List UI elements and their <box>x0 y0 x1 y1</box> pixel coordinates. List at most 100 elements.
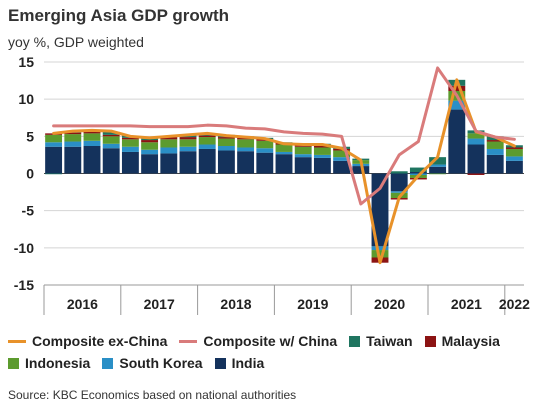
bar-malaysia <box>160 137 178 140</box>
x-year-label: 2016 <box>67 296 98 312</box>
legend-swatch-composite-ex-china <box>8 339 26 343</box>
bar-indonesia <box>160 139 178 148</box>
bar-indonesia <box>237 139 255 148</box>
x-year-label: 2019 <box>297 296 328 312</box>
bar-india <box>333 160 351 174</box>
chart-legend: Composite ex-China Composite w/ China Ta… <box>8 330 533 374</box>
bar-south-korea <box>371 246 389 251</box>
bar-indonesia <box>217 138 235 146</box>
line-composite-ex-china <box>52 78 516 265</box>
bar-malaysia <box>64 132 82 135</box>
legend-label-indonesia: Indonesia <box>25 355 91 371</box>
legend-swatch-south-korea <box>102 357 114 369</box>
legend-label-india: India <box>231 355 265 371</box>
bar-south-korea <box>486 148 504 155</box>
y-tick-label: -5 <box>22 203 35 219</box>
legend-item-composite-ex-china: Composite ex-China <box>8 333 167 349</box>
bar-south-korea <box>448 100 466 110</box>
bar-malaysia <box>448 85 466 91</box>
bar-india <box>313 157 331 174</box>
bar-india <box>83 145 101 174</box>
bar-india <box>429 166 447 174</box>
bar-indonesia <box>64 134 82 142</box>
x-year-label: 2021 <box>451 296 482 312</box>
bar-taiwan <box>429 157 447 165</box>
bar-india <box>505 160 523 174</box>
legend-swatch-indonesia <box>8 357 19 369</box>
bar-south-korea <box>313 154 331 158</box>
bar-indonesia <box>313 147 331 155</box>
bar-malaysia <box>121 137 139 140</box>
x-year-label: 2022 <box>499 296 530 312</box>
bar-malaysia <box>102 134 120 137</box>
bar-indonesia <box>256 140 274 149</box>
bar-indonesia <box>294 146 312 155</box>
bar-malaysia <box>313 145 331 148</box>
bar-india <box>390 173 408 192</box>
bar-south-korea <box>64 141 82 147</box>
legend-swatch-taiwan <box>349 335 361 347</box>
y-tick-label: 10 <box>18 91 34 107</box>
y-tick-label: 15 <box>18 54 34 70</box>
bar-south-korea <box>83 140 101 146</box>
bar-south-korea <box>198 144 216 149</box>
bar-india <box>294 157 312 174</box>
bar-india <box>352 166 370 174</box>
legend-swatch-composite-with-china <box>179 339 198 343</box>
legend-label-taiwan: Taiwan <box>366 333 413 349</box>
bar-taiwan <box>409 167 427 173</box>
bar-indonesia <box>467 133 485 139</box>
legend-label-malaysia: Malaysia <box>441 333 500 349</box>
x-year-label: 2020 <box>374 296 405 312</box>
chart-subtitle: yoy %, GDP weighted <box>8 34 144 50</box>
bar-taiwan <box>102 131 120 135</box>
legend-item-south-korea: South Korea <box>102 355 203 371</box>
legend-row-2: Indonesia South Korea India <box>8 352 533 374</box>
x-year-label: 2017 <box>144 296 175 312</box>
bar-malaysia <box>198 135 216 138</box>
bar-indonesia <box>333 150 351 158</box>
bar-india <box>237 151 255 174</box>
legend-label-composite-ex-china: Composite ex-China <box>32 333 168 349</box>
bar-south-korea <box>390 191 408 193</box>
bar-taiwan <box>390 171 408 174</box>
legend-swatch-malaysia <box>424 335 436 347</box>
bar-india <box>275 154 293 174</box>
gdp-growth-chart: -15 -10 -5 0 5 10 15 2016 2017 2018 2019 2020 2021 20… <box>14 54 530 315</box>
bar-indonesia <box>505 148 523 157</box>
bar-indonesia <box>45 134 63 143</box>
legend-item-malaysia: Malaysia <box>424 333 500 349</box>
bar-indonesia <box>429 173 447 175</box>
bar-south-korea <box>45 142 63 147</box>
y-tick-label: -15 <box>14 277 34 293</box>
bar-malaysia <box>409 177 427 180</box>
bar-indonesia <box>198 137 216 145</box>
bar-india <box>486 154 504 174</box>
bar-india <box>198 148 216 174</box>
bar-indonesia <box>102 136 120 144</box>
y-tick-label: -10 <box>14 240 34 256</box>
y-tick-label: 0 <box>26 166 34 182</box>
bar-indonesia <box>83 133 101 141</box>
bar-malaysia <box>179 137 197 140</box>
bar-malaysia <box>217 137 235 139</box>
bar-india <box>256 152 274 174</box>
chart-title: Emerging Asia GDP growth <box>8 6 230 25</box>
bar-india <box>448 109 466 174</box>
bar-south-korea <box>179 146 197 152</box>
legend-swatch-india <box>214 357 226 369</box>
bar-south-korea <box>121 146 139 152</box>
bar-south-korea <box>217 145 235 151</box>
bar-india <box>217 150 235 174</box>
bar-malaysia <box>467 173 485 175</box>
bar-south-korea <box>467 138 485 145</box>
legend-item-taiwan: Taiwan <box>349 333 413 349</box>
bar-indonesia <box>371 250 389 258</box>
bar-south-korea <box>160 147 178 154</box>
bar-south-korea <box>102 143 120 149</box>
bar-indonesia <box>141 142 159 150</box>
bar-india <box>102 148 120 174</box>
bar-malaysia <box>505 147 523 149</box>
bar-south-korea <box>505 156 523 161</box>
bar-india <box>141 154 159 174</box>
